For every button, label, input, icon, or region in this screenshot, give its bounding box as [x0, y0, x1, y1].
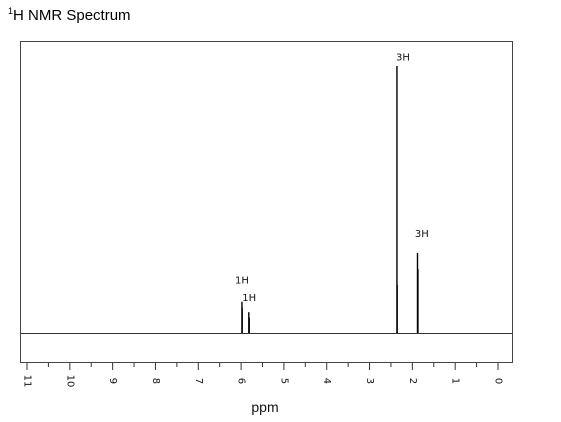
integration-label-2: 3H: [396, 53, 410, 64]
tick-label: 6: [236, 378, 247, 384]
integration-label-0: 1H: [235, 276, 249, 287]
x-axis-ticks: 11 10 9 8 7 6 5 4 3 2 1 0: [22, 363, 504, 387]
integration-label-1: 1H: [242, 293, 256, 304]
tick-label: 3: [364, 378, 375, 384]
peaks-layer: [241, 66, 419, 333]
tick-label: 5: [278, 378, 289, 384]
title-superscript: 1: [8, 6, 14, 16]
tick-label: 10: [64, 375, 75, 388]
spectrum-title: 1H NMR Spectrum: [8, 6, 131, 24]
tick-label: 4: [321, 378, 332, 384]
tick-label: 0: [493, 378, 504, 384]
plot-frame: [20, 41, 513, 363]
tick-label: 1: [450, 378, 461, 384]
x-axis-label: ppm: [251, 399, 278, 415]
tick-label: 11: [22, 375, 33, 388]
tick-label: 8: [150, 378, 161, 384]
integration-labels: 1H 1H 3H 3H: [235, 53, 429, 304]
title-text: H NMR Spectrum: [13, 7, 131, 24]
tick-label: 2: [407, 378, 418, 384]
tick-label: 9: [107, 378, 118, 384]
integration-label-3: 3H: [415, 229, 429, 240]
tick-label: 7: [193, 378, 204, 384]
